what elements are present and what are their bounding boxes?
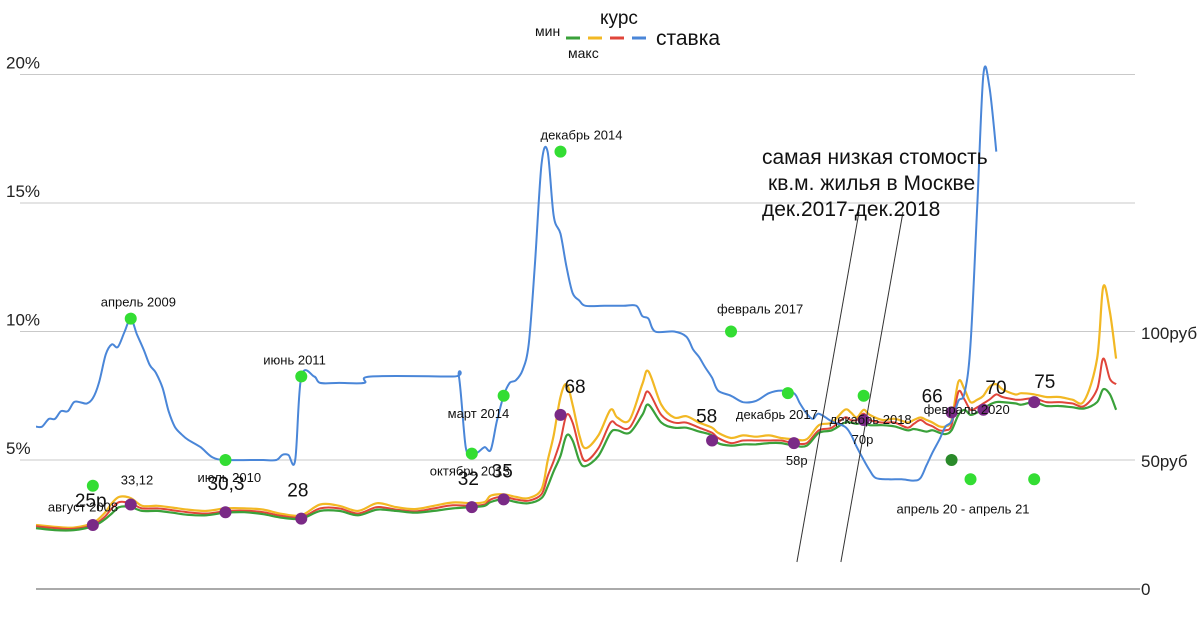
- price-marker-11: [977, 403, 990, 416]
- rate-label-5: март 2014: [448, 406, 510, 421]
- rate-marker-4: [465, 447, 478, 460]
- legend-title: курс: [600, 8, 638, 29]
- series-key-rate-line: [35, 65, 998, 482]
- rate-label-0: август 2008: [48, 500, 118, 515]
- price-label-6: 68: [564, 377, 585, 398]
- price-label-12: 75: [1034, 372, 1055, 393]
- rate-marker-2: [219, 454, 232, 466]
- rate-label-6: декабрь 2014: [540, 128, 622, 143]
- legend-key-rate-label: ставка: [656, 27, 720, 50]
- series-min-line: [35, 387, 1118, 532]
- series-rate-line: [35, 357, 1117, 530]
- price-label-9: 70р: [852, 432, 874, 447]
- price-label-1: 33,12: [121, 473, 154, 488]
- price-label-4: 32: [458, 469, 479, 490]
- note-line-1: кв.м. жилья в Москве: [768, 172, 975, 195]
- rate-marker-8: [781, 387, 794, 400]
- y-tick-label-right-2: 100руб: [1141, 324, 1197, 343]
- price-marker-1: [124, 498, 137, 511]
- rate-label-2: июль 2010: [197, 470, 261, 485]
- rate-marker-6: [554, 145, 567, 158]
- y-tick-label-left-1: 10%: [6, 311, 40, 330]
- price-marker-12: [1028, 396, 1041, 409]
- rate-label-1: апрель 2009: [101, 295, 176, 310]
- rate-label-8: декабрь 2017: [736, 407, 818, 422]
- price-label-8: 58р: [786, 453, 808, 468]
- price-marker-0: [86, 519, 99, 531]
- price-label-11: 70: [985, 378, 1006, 399]
- price-marker-9: [857, 414, 870, 427]
- rate-marker-1: [124, 312, 137, 325]
- price-label-2: 30,3: [207, 474, 244, 495]
- rate-label-3: июнь 2011: [263, 352, 326, 367]
- note-text: самая низкая стомость кв.м. жилья в Москв…: [762, 146, 988, 221]
- price-marker-6: [554, 408, 567, 421]
- rate-marker-5: [497, 389, 510, 402]
- note-line-2: дек.2017-дек.2018: [762, 198, 940, 221]
- legend-min-label: мин: [535, 23, 560, 39]
- price-marker-7: [706, 434, 719, 447]
- price-marker-3: [295, 512, 308, 525]
- legend-max-label: макс: [568, 45, 599, 61]
- price-marker-5: [497, 493, 510, 506]
- rate-label-4: октябрь 2013: [430, 464, 510, 479]
- y-tick-label-left-2: 15%: [6, 182, 40, 201]
- y-tick-label-right-0: 0: [1141, 580, 1150, 599]
- series-lines: [35, 65, 1118, 532]
- price-label-10: 66: [922, 386, 943, 407]
- price-marker-2: [219, 506, 232, 519]
- note-line-0: самая низкая стомость: [762, 146, 988, 169]
- note-pointers: [796, 211, 904, 563]
- rate-marker-9: [857, 389, 870, 402]
- rate-marker-11: [1028, 473, 1041, 486]
- annotation-labels: август 2008 апрель 2009 июль 2010 июнь 2011…: [48, 128, 1055, 517]
- price-marker-4: [465, 501, 478, 514]
- y-tick-label-right-1: 50руб: [1141, 452, 1188, 471]
- axes: 5% 10% 15% 20% 0 50руб 100руб: [6, 54, 1197, 600]
- rate-label-10: апрель 20 - апрель 21: [897, 501, 1030, 516]
- rate-marker-7: [725, 325, 738, 338]
- series-max-line: [35, 284, 1118, 529]
- price-label-5: 35: [492, 461, 513, 482]
- markers: [86, 145, 1041, 531]
- note-pointer-1: [840, 211, 904, 563]
- price-label-3: 28: [287, 481, 308, 502]
- rate-marker-3: [295, 370, 308, 383]
- rate-label-12: февраль 2020: [924, 402, 1010, 417]
- rate-label-9: декабрь 2018: [830, 412, 912, 427]
- y-tick-label-left-0: 5%: [6, 439, 31, 458]
- rate-marker-12: [945, 454, 958, 466]
- rate-label-7: февраль 2017: [717, 302, 803, 317]
- note-pointer-0: [796, 211, 860, 563]
- price-label-7: 58: [696, 407, 717, 428]
- rate-marker-10: [964, 473, 977, 486]
- rate-marker-0: [86, 479, 99, 492]
- price-marker-10: [945, 406, 958, 419]
- price-marker-8: [787, 437, 800, 450]
- price-label-0: 25р: [75, 491, 107, 512]
- y-tick-label-left-3: 20%: [6, 54, 40, 73]
